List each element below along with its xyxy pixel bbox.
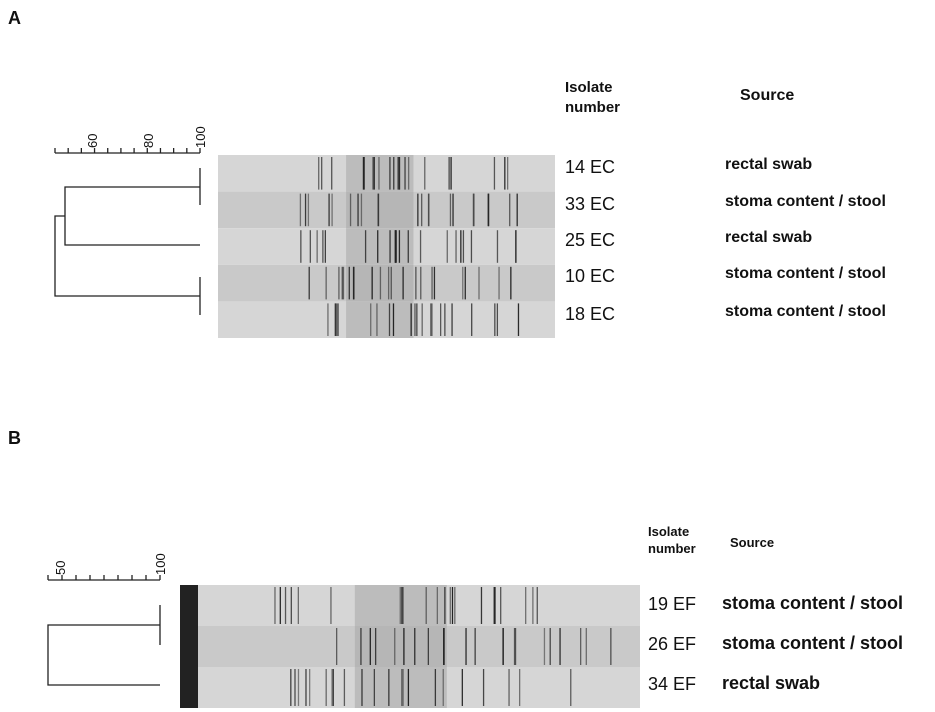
column-header: Source xyxy=(740,87,795,104)
gel-smear xyxy=(346,155,414,192)
isolate-number: 10 EC xyxy=(565,266,616,286)
column-header: Isolate number xyxy=(565,79,621,116)
isolate-number: 25 EC xyxy=(565,230,616,250)
isolate-number: 14 EC xyxy=(565,157,616,177)
gel-smear xyxy=(346,264,414,302)
scale-tick-label: 60 xyxy=(85,133,100,148)
source: rectal swab xyxy=(722,673,821,693)
source: rectal swab xyxy=(725,229,813,246)
source: stoma content / stool xyxy=(725,265,886,282)
column-header: Isolate number xyxy=(648,524,696,556)
source: stoma content / stool xyxy=(725,303,886,320)
dendrogram-a xyxy=(54,168,201,315)
isolate-number: 19 EF xyxy=(648,594,697,614)
panel-label: A xyxy=(8,8,21,28)
panel-label: B xyxy=(8,428,21,448)
gel-smear xyxy=(354,667,447,708)
scale-tick-label: 50 xyxy=(53,560,68,575)
isolate-number: 33 EC xyxy=(565,194,616,214)
source: stoma content / stool xyxy=(725,193,886,210)
isolate-number: 26 EF xyxy=(648,634,697,654)
gel-smear xyxy=(354,626,447,667)
source: stoma content / stool xyxy=(722,593,904,613)
gel-smear xyxy=(346,191,414,229)
gel-well xyxy=(180,585,198,708)
gel-image-a xyxy=(218,155,555,338)
scale-tick-label: 100 xyxy=(193,126,208,148)
scale-tick-label: 100 xyxy=(153,553,168,575)
scale-tick-label: 80 xyxy=(141,133,156,148)
isolate-number: 34 EF xyxy=(648,674,697,694)
source: rectal swab xyxy=(725,156,813,173)
column-header: Source xyxy=(730,535,775,550)
source: stoma content / stool xyxy=(722,633,904,653)
gel-smear xyxy=(346,228,414,265)
gel-smear xyxy=(346,301,414,338)
isolate-number: 18 EC xyxy=(565,304,616,324)
dendrogram-b xyxy=(47,605,161,686)
gel-image-b xyxy=(180,585,640,708)
